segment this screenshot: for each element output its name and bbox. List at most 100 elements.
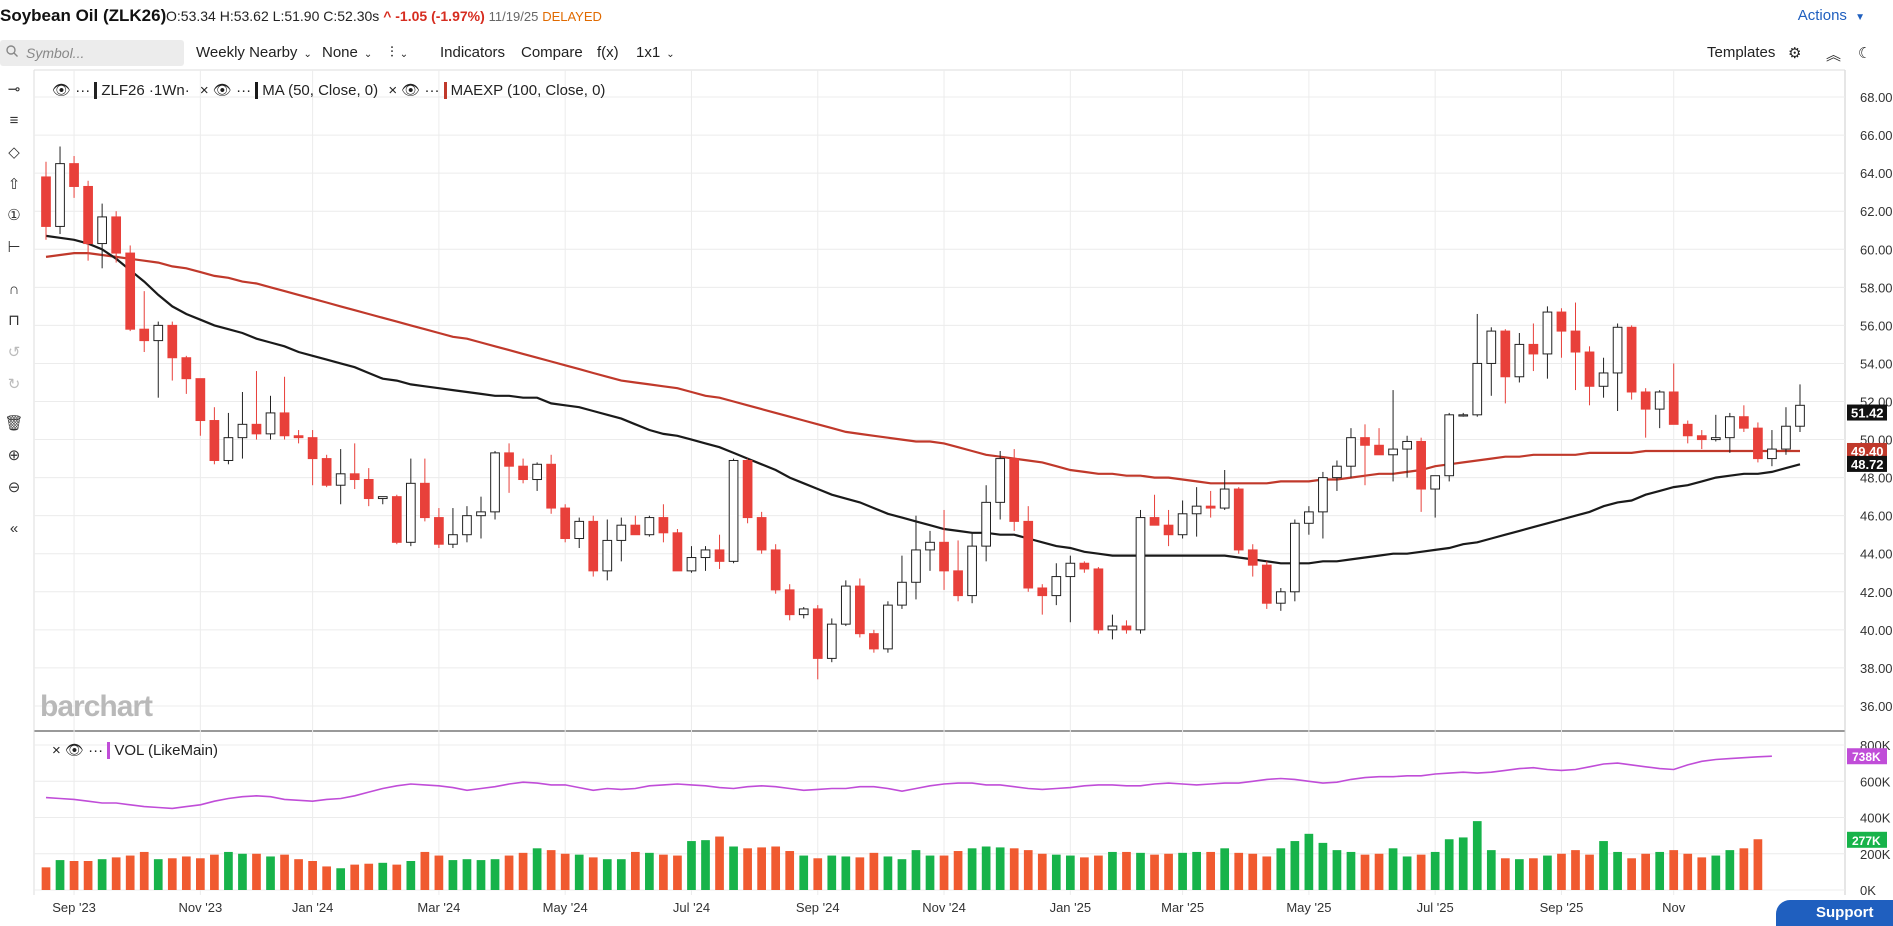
volume-bar [153,859,163,890]
fx-button[interactable]: f(x) [597,44,619,61]
actions-menu[interactable]: Actions ▼ [1798,7,1865,24]
indicators-button[interactable]: Indicators [440,44,506,61]
volume-bar [125,855,135,890]
arrow-tool-icon[interactable]: ⇧ [7,176,21,193]
candle [335,449,346,505]
candle-body [995,458,1006,503]
time-tick-label: Sep '25 [1540,900,1584,915]
time-tick-label: Sep '24 [796,900,840,915]
volume-bar [659,854,668,890]
support-button[interactable]: Support [1776,900,1893,926]
candle-body [1500,330,1511,378]
candle [1079,561,1090,573]
redo-icon[interactable]: ↻ [7,376,21,393]
candle-body [1289,522,1300,593]
maexp-legend[interactable]: MAEXP (100, Close, 0) [443,82,606,99]
candle [1430,475,1441,518]
eye-icon[interactable]: 👁 [64,742,84,759]
candle [1135,509,1146,634]
chevron-down-icon: ⌄ [399,49,409,60]
candlestick-icon: ⫶ [390,44,394,61]
time-tick-label: Mar '25 [1161,900,1204,915]
shapes-tool-icon[interactable]: ◇ [8,144,20,161]
candle [967,532,977,604]
measure-tool-icon[interactable]: ⊢ [7,239,21,256]
candle [1739,405,1749,432]
chart-type-dropdown[interactable]: ⫶ ⌄ [390,44,408,61]
candle [1724,412,1735,453]
lines-tool-icon[interactable]: ≡ [9,112,19,129]
eye-icon[interactable]: 👁 [52,82,72,99]
candle-body [111,216,122,254]
compare-mode-dropdown[interactable]: None ⌄ [322,44,372,61]
candle [588,515,599,577]
dark-mode-icon[interactable]: ☾ [1858,45,1872,62]
volume-bar [1276,848,1286,890]
candle [420,458,430,522]
candle [897,555,907,609]
close-icon[interactable]: × [388,82,398,99]
vol-legend[interactable]: VOL (LikeMain) [107,742,218,759]
more-icon[interactable]: ··· [88,742,104,759]
symbol-title[interactable]: Soybean Oil (ZLK26) [0,6,167,25]
period-dropdown[interactable]: Weekly Nearby ⌄ [196,44,312,61]
series-legend[interactable]: ZLF26 ·1Wn· [94,82,190,99]
candle-body [377,496,388,500]
zoom-out-icon[interactable]: ⊖ [7,479,21,496]
volume-bar [1725,850,1735,890]
candle-body [1654,391,1665,410]
unlock-icon[interactable]: ⊓ [8,312,20,329]
candle-body [658,517,669,534]
candle-body [1486,330,1497,364]
collapse-icon[interactable]: ︽ [1826,47,1842,64]
ma-legend[interactable]: MA (50, Close, 0) [255,82,379,99]
more-icon[interactable]: ··· [424,82,440,99]
candle-body [1079,562,1090,570]
compare-button[interactable]: Compare [521,44,583,61]
candle [1374,428,1384,456]
eye-icon[interactable]: 👁 [212,82,232,99]
more-icon[interactable]: ··· [236,82,252,99]
candle-body [1374,444,1384,456]
volume-bar [1318,842,1328,890]
volume-bar [897,859,907,890]
candle-body [1542,311,1553,355]
candle [1416,437,1426,512]
volume-bar [1543,855,1552,890]
volume-bar [238,853,247,890]
volume-bar [111,857,121,890]
candle [840,580,851,627]
eye-icon[interactable]: 👁 [401,82,421,99]
volume-bar [1641,853,1650,890]
close-icon[interactable]: × [199,82,209,99]
candle [434,508,444,549]
magnet-icon[interactable]: ∩ [8,281,20,298]
symbol-search-input[interactable]: Symbol... [0,40,184,66]
zoom-in-icon[interactable]: ⊕ [7,447,21,464]
candle [1233,487,1244,554]
price-tick-label: 44.00 [1860,547,1893,562]
volume-label-box [1847,748,1887,765]
price-label-box [1847,404,1887,421]
undo-icon[interactable]: ↺ [7,344,21,361]
trash-icon[interactable]: 🗑 [4,415,24,432]
volume-bar [1585,854,1594,890]
volume-bar [1557,853,1566,890]
layout-dropdown[interactable]: 1x1 ⌄ [636,44,675,61]
templates-button[interactable]: Templates [1707,44,1776,61]
close-icon[interactable]: × [52,742,61,759]
candle [1332,460,1342,491]
annotation-tool-icon[interactable]: ① [7,207,21,224]
collapse-sidebar-icon[interactable]: « [9,520,19,537]
volume-bar [560,853,570,890]
price-tick-label: 46.00 [1860,509,1893,524]
gear-icon[interactable]: ⚙ [1788,45,1802,62]
crosshair-tool-icon[interactable]: ⊸ [7,81,21,98]
candle [546,454,557,514]
candle-body [167,324,178,359]
more-icon[interactable]: ··· [75,82,91,99]
candle-body [1149,517,1160,526]
